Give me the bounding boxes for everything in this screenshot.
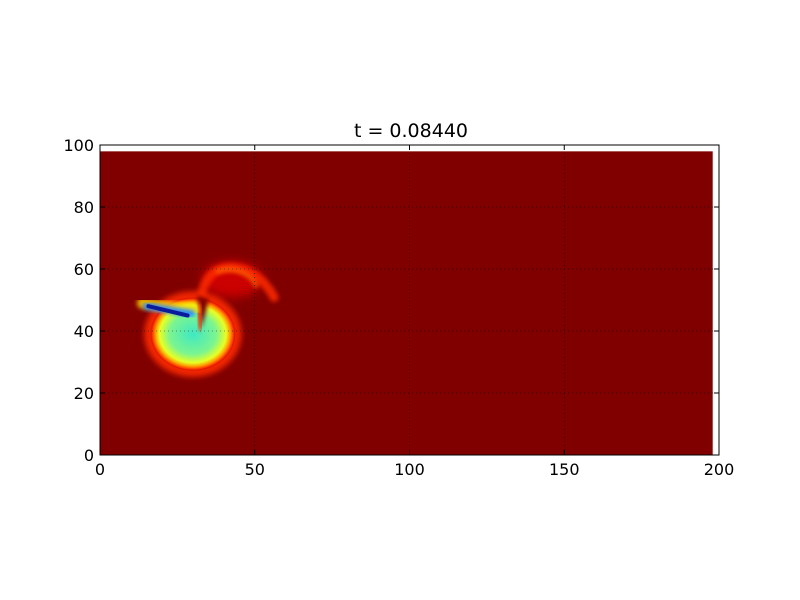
x-tick-label: 150 (549, 460, 580, 479)
heatmap-field (100, 151, 713, 455)
plume-stem (196, 303, 203, 331)
y-tick-label: 60 (74, 260, 94, 279)
plume-hot-edge (215, 267, 259, 288)
plot-area: 0 50 100 150 200 0 20 40 60 80 100 (63, 136, 734, 479)
x-tick-label: 200 (704, 460, 735, 479)
y-tick-label: 40 (74, 322, 94, 341)
streak-core (146, 304, 190, 318)
low-value-streak (136, 297, 200, 318)
y-tick-label: 20 (74, 384, 94, 403)
x-tick-label: 50 (245, 460, 265, 479)
cavity-body (150, 297, 236, 371)
y-tick-label: 0 (84, 446, 94, 465)
x-tick-label: 0 (95, 460, 105, 479)
y-tick-label: 80 (74, 198, 94, 217)
chart-title: t = 0.08440 (354, 120, 468, 142)
axis-ticks: 0 50 100 150 200 0 20 40 60 80 100 (63, 136, 734, 479)
x-tick-label: 100 (394, 460, 425, 479)
y-tick-label: 100 (63, 136, 94, 155)
